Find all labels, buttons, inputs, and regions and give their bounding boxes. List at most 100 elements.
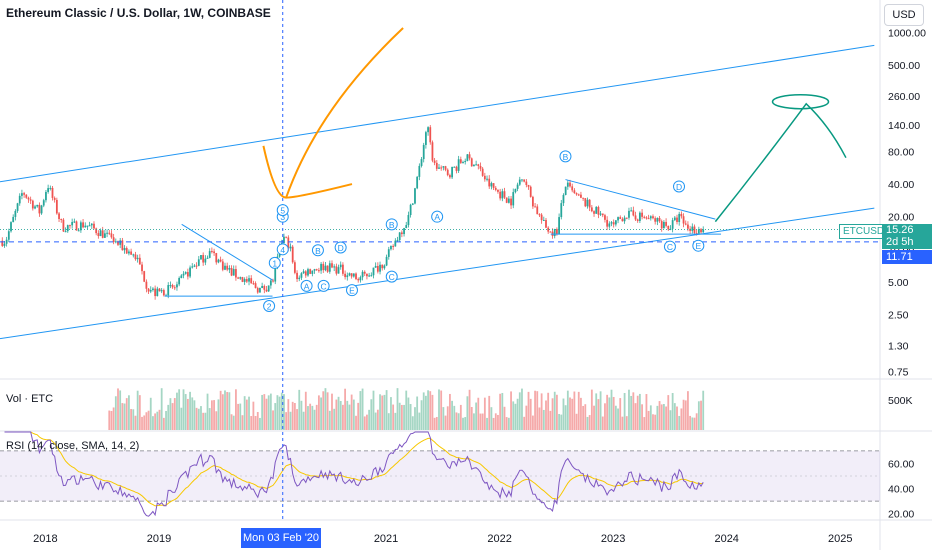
volume-bar: [359, 391, 362, 430]
price-tick-label: 140.00: [888, 120, 920, 132]
volume-bar: [580, 397, 582, 430]
candle: [357, 279, 360, 281]
volume-bar: [237, 403, 240, 430]
volume-bar: [564, 405, 567, 430]
volume-bar: [278, 396, 281, 430]
volume-bar: [490, 407, 493, 430]
candle: [335, 266, 338, 274]
candle: [18, 195, 21, 204]
rsi-line: [4, 431, 704, 517]
volume-bar: [636, 395, 639, 430]
candle: [455, 166, 458, 171]
volume-bar: [501, 392, 504, 430]
candle: [14, 210, 17, 217]
volume-bar: [409, 404, 412, 430]
candle: [516, 184, 519, 189]
volume-bar: [280, 392, 283, 430]
volume-bar: [298, 389, 301, 430]
volume-bar: [326, 392, 329, 430]
candle: [584, 198, 587, 207]
crosshair-date-label: Mon 03 Feb '20: [241, 528, 321, 548]
candle: [403, 228, 405, 235]
volume-bar: [221, 394, 224, 430]
candle: [34, 206, 36, 209]
volume-bar: [457, 413, 460, 430]
volume-bar: [462, 417, 464, 430]
candle: [497, 189, 499, 192]
volume-bar: [152, 416, 154, 430]
volume-bar: [507, 417, 510, 430]
volume-bar: [411, 416, 414, 430]
candle: [169, 285, 172, 287]
volume-bar: [610, 389, 613, 430]
volume-bar: [697, 401, 700, 430]
wave-label-b: B: [559, 150, 572, 163]
volume-bar: [435, 416, 438, 430]
currency-button[interactable]: USD: [884, 4, 924, 26]
candle: [638, 212, 641, 221]
candle: [263, 285, 266, 290]
candle: [38, 204, 41, 214]
candle: [359, 277, 362, 281]
wave-label-text: 1: [272, 258, 277, 268]
candle: [477, 164, 480, 166]
volume-bar: [311, 405, 314, 430]
candle: [66, 225, 69, 232]
volume-bar: [160, 388, 163, 430]
volume-bar: [676, 406, 678, 430]
volume-bar: [604, 403, 606, 430]
candle: [7, 231, 10, 240]
volume-bar: [595, 393, 598, 430]
volume-bar: [368, 409, 371, 430]
volume-bar: [575, 413, 578, 430]
volume-bar: [344, 388, 346, 430]
rsi-pane-label[interactable]: RSI (14, close, SMA, 14, 2): [6, 440, 140, 452]
candle: [320, 263, 322, 271]
candle: [224, 265, 226, 270]
volume-bar: [549, 410, 552, 430]
candle: [239, 277, 242, 279]
volume-pane-label[interactable]: Vol · ETC: [6, 393, 54, 405]
candle: [630, 210, 633, 212]
candle: [184, 272, 187, 274]
candle: [387, 249, 390, 257]
volume-bar: [204, 412, 207, 430]
candle: [77, 230, 80, 232]
candle: [473, 164, 475, 167]
volume-bar: [355, 415, 357, 430]
volume-bar: [252, 401, 255, 430]
candle: [621, 218, 624, 222]
candle: [687, 224, 689, 229]
candle: [108, 232, 111, 234]
volume-bar: [285, 412, 288, 430]
candle: [379, 264, 381, 272]
candle: [117, 241, 119, 245]
volume-bar: [165, 410, 167, 430]
volume-bar: [335, 399, 338, 430]
wave-label-1: 1: [268, 256, 281, 269]
volume-bar: [632, 392, 635, 430]
candle: [45, 191, 47, 201]
price-tick-label: 500.00: [888, 60, 920, 72]
candle: [104, 233, 106, 238]
price-tick-label: 20.00: [888, 212, 914, 224]
candle: [632, 210, 635, 216]
volume-bar: [245, 399, 248, 430]
candle: [372, 267, 375, 276]
volume-bar: [156, 411, 159, 430]
volume-bar: [307, 406, 309, 430]
candle: [667, 225, 670, 230]
candle: [191, 266, 194, 268]
volume-bar: [383, 394, 386, 430]
volume-bar: [259, 417, 261, 430]
candle: [147, 288, 150, 292]
candle: [416, 176, 419, 189]
candle: [654, 218, 657, 222]
candle: [503, 191, 506, 198]
candle: [582, 197, 585, 199]
volume-bar: [516, 398, 519, 430]
candle: [272, 280, 274, 282]
candle: [141, 264, 143, 272]
